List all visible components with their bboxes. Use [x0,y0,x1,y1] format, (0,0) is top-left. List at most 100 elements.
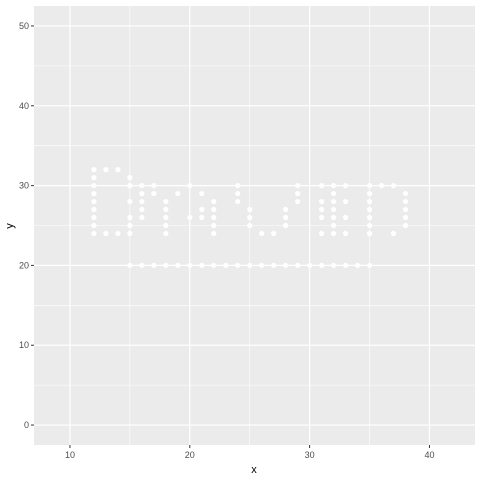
data-point [402,214,409,221]
data-point [175,190,181,197]
data-point [187,262,193,269]
data-point [211,262,217,269]
data-point [163,262,169,269]
data-point [330,198,337,205]
data-point [366,262,373,269]
data-point [139,190,145,197]
data-point [187,182,193,189]
data-point [211,206,217,213]
data-point [402,198,409,205]
data-point [151,190,157,197]
data-point [307,262,313,269]
data-point [366,198,373,205]
data-point [163,198,169,205]
data-point [330,262,337,269]
data-point [235,198,241,205]
y-tick-label: 30 [19,181,29,191]
x-tick-label: 10 [65,450,75,460]
x-tick-label: 20 [185,450,195,460]
data-point [163,222,169,229]
x-tick-label: 30 [305,450,315,460]
data-point [378,182,385,189]
data-point [319,206,325,213]
data-point [342,230,349,237]
data-point [127,230,133,237]
data-point [402,206,409,213]
data-point [211,230,217,237]
data-points [91,167,409,269]
data-point [91,175,97,181]
data-point [283,222,289,229]
data-point [199,206,205,213]
data-point [103,167,109,173]
data-point [402,222,409,229]
data-point [390,230,397,237]
data-point [330,182,337,189]
data-point [342,198,349,205]
data-point [247,262,253,269]
x-axis-ticks: 10 20 30 40 [65,445,434,460]
data-point [319,182,325,189]
data-point [235,190,241,197]
y-tick-label: 10 [19,340,29,350]
data-point [151,182,157,189]
data-point [247,222,253,229]
data-point [390,182,397,189]
data-point [91,206,97,213]
data-point [319,198,325,205]
data-point [139,182,145,189]
data-point [163,214,169,221]
data-point [91,198,97,205]
data-point [330,230,337,237]
data-point [151,262,157,269]
y-axis-title: y [4,223,16,229]
data-point [211,214,217,221]
data-point [223,262,229,269]
data-point [247,206,253,213]
data-point [199,262,205,269]
data-point [211,222,217,229]
data-point [139,206,145,213]
data-point [115,167,121,173]
data-point [330,190,337,197]
data-point [342,182,349,189]
x-axis-title: x [251,464,257,476]
data-point [127,214,133,221]
data-point [235,262,241,269]
data-point [91,230,97,237]
data-point [91,190,97,197]
data-point [366,206,373,213]
x-tick-label: 40 [424,450,434,460]
data-point [91,214,97,221]
data-point [139,198,145,205]
data-point [115,230,121,237]
data-point [330,206,337,213]
data-point [235,182,241,189]
y-tick-label: 40 [19,101,29,111]
data-point [127,262,133,269]
data-point [342,262,349,269]
data-point [319,230,325,237]
data-point [127,222,133,229]
data-point [354,262,361,269]
data-point [139,214,145,221]
data-point [330,222,337,229]
data-point [366,182,373,189]
data-point [319,214,325,221]
data-point [271,230,277,237]
data-point [366,190,373,197]
data-point [259,262,265,269]
data-point [103,230,109,237]
data-point [199,190,205,197]
data-point [175,262,181,269]
data-point [139,262,145,269]
data-point [319,262,325,269]
data-point [402,190,409,197]
data-point [163,230,169,237]
data-point [295,262,301,269]
grid-major [34,6,475,445]
data-point [199,214,205,221]
data-point [366,230,373,237]
data-point [342,214,349,221]
